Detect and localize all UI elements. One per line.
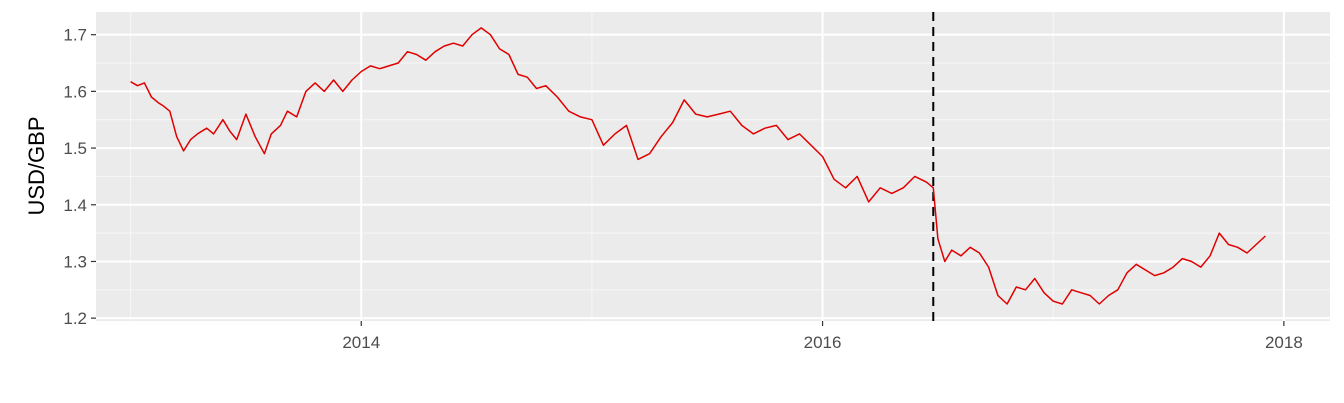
x-tick-label: 2018 [1265,333,1303,352]
y-tick-label: 1.2 [63,309,87,328]
y-tick-label: 1.3 [63,252,87,271]
x-tick-label: 2014 [342,333,380,352]
plot-panel [96,12,1330,321]
y-tick-label: 1.5 [63,139,87,158]
y-axis-title: USD/GBP [24,116,49,215]
y-tick-label: 1.6 [63,82,87,101]
x-axis-ticks: 2014 2016 2018 [342,321,1303,352]
grid-minor [96,12,1330,321]
x-tick-label: 2016 [804,333,842,352]
series-line [130,27,1266,305]
y-tick-label: 1.7 [63,26,87,45]
grid-major [96,12,1330,321]
y-axis-ticks: 1.2 1.3 1.4 1.5 1.6 1.7 [63,26,96,328]
y-tick-label: 1.4 [63,196,87,215]
